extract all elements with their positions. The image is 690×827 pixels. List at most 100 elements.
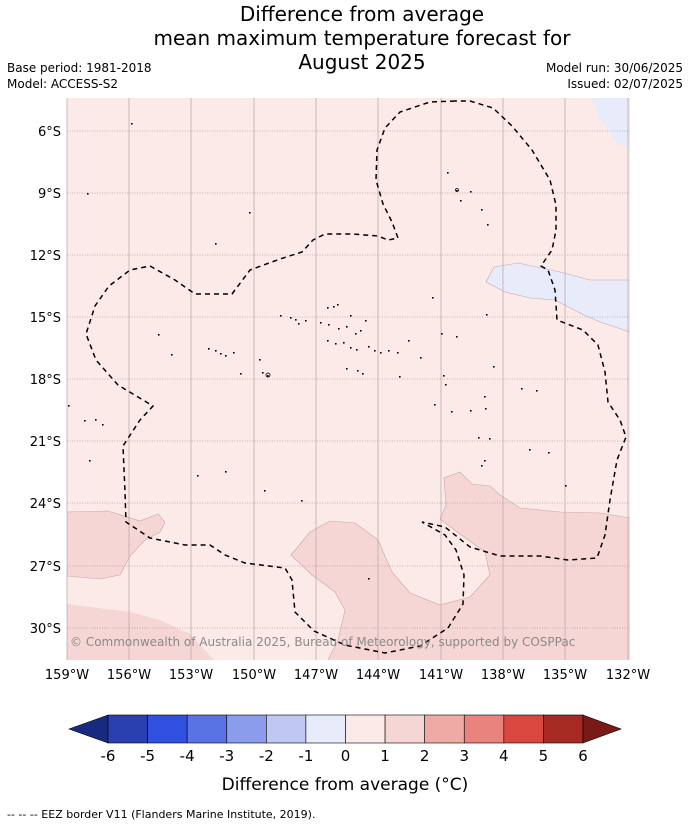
longitude-label: 141°W <box>419 668 463 683</box>
island-marker <box>346 326 348 328</box>
longitude-label: 153°W <box>169 668 213 683</box>
island-marker <box>102 424 104 426</box>
colorbar-segment <box>543 714 584 744</box>
island-marker <box>360 330 362 332</box>
colorbar-label: Difference from average (°C) <box>222 775 469 795</box>
island-marker <box>485 408 487 410</box>
island-marker <box>295 319 297 321</box>
colorbar-tick-label: -4 <box>180 747 195 765</box>
island-marker <box>548 452 550 454</box>
colorbar-segment <box>226 714 267 744</box>
contour-line-south <box>290 471 631 661</box>
island-marker <box>131 123 133 125</box>
island-marker <box>350 315 352 317</box>
longitude-label: 135°W <box>543 668 587 683</box>
island-marker <box>327 340 329 342</box>
island-marker <box>356 349 358 351</box>
title-line-3: August 2025 <box>298 50 426 74</box>
island-marker <box>240 373 242 375</box>
colorbar-tick-label: -6 <box>101 747 116 765</box>
island-marker <box>335 343 337 345</box>
latitude-label: 6°S <box>38 125 61 140</box>
island-marker <box>267 375 269 377</box>
island-marker <box>408 340 410 342</box>
island-marker <box>443 375 445 377</box>
colorbar-tick-label: -2 <box>259 747 274 765</box>
island-marker <box>197 475 199 477</box>
island-marker <box>355 333 357 335</box>
longitude-label: 132°W <box>606 668 650 683</box>
island-marker <box>338 328 340 330</box>
meta-left: Base period: 1981-2018 Model: ACCESS-S2 <box>7 60 152 92</box>
island-marker <box>84 420 86 422</box>
island-marker <box>445 384 447 386</box>
island-marker <box>487 224 489 226</box>
base-period-text: Base period: 1981-2018 <box>7 61 152 75</box>
colorbar-segment <box>305 714 346 744</box>
meta-right: Model run: 30/06/2025 Issued: 02/07/2025 <box>546 60 683 92</box>
island-marker <box>486 314 488 316</box>
colorbar-segment <box>186 714 228 744</box>
island-marker <box>171 354 173 356</box>
latitude-label: 24°S <box>30 497 61 512</box>
island-marker <box>420 357 422 359</box>
latitude-label: 27°S <box>30 560 61 575</box>
warm-anomaly-region-southwest <box>67 511 165 579</box>
colorbar-tick-label: 5 <box>539 747 549 765</box>
latitude-labels: 6°S 9°S 12°S 15°S 18°S 21°S 24°S 27°S 30°S <box>30 125 61 637</box>
island-marker <box>460 200 462 202</box>
colorbar-low-extend <box>68 714 109 744</box>
island-marker <box>470 410 472 412</box>
island-marker <box>328 324 330 326</box>
island-marker <box>327 307 329 309</box>
longitude-label: 147°W <box>294 668 338 683</box>
title-line-2: mean maximum temperature forecast for <box>153 26 571 50</box>
island-marker <box>478 437 480 439</box>
colorbar: -6 -5 -4 -3 -2 -1 0 1 2 3 4 5 6 Difference from aver… <box>68 714 622 795</box>
longitude-gridlines <box>66 98 629 660</box>
latitude-label: 9°S <box>38 187 61 202</box>
colorbar-tick-label: -5 <box>140 747 155 765</box>
island-marker <box>305 320 307 322</box>
latitude-label: 21°S <box>30 435 61 450</box>
colorbar-tick-label: 1 <box>380 747 390 765</box>
island-marker <box>481 209 483 211</box>
colorbar-tick-label: 2 <box>420 747 430 765</box>
island-marker <box>493 366 495 368</box>
island-marker <box>280 315 282 317</box>
island-marker <box>320 322 322 324</box>
colorbar-segment <box>503 714 544 744</box>
longitude-label: 150°W <box>232 668 276 683</box>
island-marker <box>208 348 210 350</box>
island-marker <box>536 390 538 392</box>
island-marker <box>265 372 271 378</box>
island-marker <box>380 352 382 354</box>
island-marker <box>346 368 348 370</box>
copyright-watermark: © Commonwealth of Australia 2025, Bureau… <box>70 635 575 649</box>
island-marker <box>337 304 339 306</box>
colorbar-tick-label: 6 <box>578 747 588 765</box>
island-marker <box>481 465 483 467</box>
island-marker <box>432 297 434 299</box>
colorbar-segment <box>384 714 425 744</box>
island-marker <box>259 359 261 361</box>
island-marker <box>225 355 227 357</box>
latitude-label: 18°S <box>30 373 61 388</box>
island-marker <box>484 396 486 398</box>
latitude-label: 15°S <box>30 311 61 326</box>
island-marker <box>333 306 335 308</box>
island-marker <box>447 172 449 174</box>
island-marker <box>158 334 160 336</box>
island-marker <box>455 188 459 192</box>
island-marker <box>365 320 367 322</box>
island-marker <box>357 370 359 372</box>
island-marker <box>290 317 292 319</box>
latitude-label: 30°S <box>30 622 61 637</box>
island-marker <box>220 353 222 355</box>
island-marker <box>399 376 401 378</box>
colorbar-tick-label: -3 <box>219 747 234 765</box>
latitude-label: 12°S <box>30 249 61 264</box>
pacific-islands <box>68 123 567 580</box>
colorbar-tick-labels: -6 -5 -4 -3 -2 -1 0 1 2 3 4 5 6 <box>101 747 588 765</box>
island-marker <box>441 333 443 335</box>
